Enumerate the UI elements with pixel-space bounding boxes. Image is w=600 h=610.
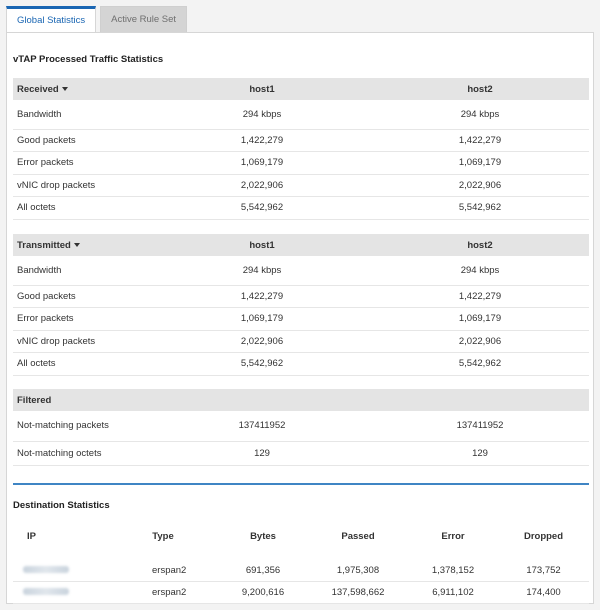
- host1-value: 294 kbps: [153, 256, 371, 286]
- host1-value: 294 kbps: [153, 100, 371, 130]
- host2-value: 5,542,962: [371, 196, 589, 220]
- transmitted-table: Transmitted host1 host2 Bandwidth 294 kb…: [13, 234, 589, 376]
- tab-global-statistics[interactable]: Global Statistics: [6, 6, 97, 32]
- column-ip: IP: [13, 525, 108, 547]
- row-label: All octets: [13, 196, 153, 220]
- received-header-row: Received host1 host2: [13, 78, 589, 100]
- error-cell: 6,911,102: [408, 581, 498, 604]
- table-row: Bandwidth 294 kbps 294 kbps: [13, 256, 589, 286]
- filtered-header-row: Filtered: [13, 389, 590, 411]
- host2-value: 2,022,906: [371, 330, 589, 353]
- row-label: Bandwidth: [13, 100, 153, 130]
- host1-value: 1,422,279: [153, 129, 371, 152]
- host1-value: 2,022,906: [153, 174, 371, 197]
- destination-header-row: IP Type Bytes Passed Error Dropped: [13, 525, 589, 547]
- column-type: Type: [108, 525, 218, 547]
- received-header-label: Received: [17, 83, 59, 95]
- column-bytes: Bytes: [218, 525, 308, 547]
- error-cell: 1,378,152: [408, 547, 498, 582]
- host2-value: 294 kbps: [371, 100, 589, 130]
- table-row: erspan2 691,356 1,975,308 1,378,152 173,…: [13, 547, 589, 582]
- statistics-panel: vTAP Processed Traffic Statistics Receiv…: [6, 32, 594, 604]
- filtered-table: Filtered Not-matching packets 137411952 …: [13, 389, 590, 466]
- ip-cell: [13, 547, 108, 582]
- host1-value: 5,542,962: [153, 352, 371, 376]
- row-label: Not-matching octets: [13, 441, 153, 466]
- column-host2: host2: [371, 234, 589, 256]
- sort-caret-icon: [73, 242, 80, 247]
- host2-value: 294 kbps: [371, 256, 589, 286]
- transmitted-header-row: Transmitted host1 host2: [13, 234, 589, 256]
- redacted-ip: [23, 566, 69, 574]
- tab-active-rule-set[interactable]: Active Rule Set: [100, 6, 188, 32]
- column-host1: host1: [153, 78, 371, 100]
- host2-value: 1,069,179: [371, 307, 589, 331]
- row-label: Error packets: [13, 151, 153, 175]
- host2-value: 5,542,962: [371, 352, 589, 376]
- host2-value: 1,069,179: [371, 151, 589, 175]
- host2-value: 137411952: [371, 411, 590, 442]
- filtered-header: Filtered: [13, 389, 590, 411]
- row-label: Good packets: [13, 285, 153, 308]
- row-label: Bandwidth: [13, 256, 153, 286]
- table-row: Not-matching octets 129 129: [13, 441, 590, 466]
- row-label: Not-matching packets: [13, 411, 153, 442]
- host1-value: 1,069,179: [153, 307, 371, 331]
- destination-table: IP Type Bytes Passed Error Dropped erspa…: [13, 525, 589, 604]
- column-host1: host1: [153, 234, 371, 256]
- table-row: Error packets 1,069,179 1,069,179: [13, 151, 589, 175]
- host1-value: 5,542,962: [153, 196, 371, 220]
- host1-value: 129: [153, 441, 371, 466]
- table-row: Not-matching packets 137411952 137411952: [13, 411, 590, 442]
- table-row: Good packets 1,422,279 1,422,279: [13, 285, 589, 308]
- column-dropped: Dropped: [498, 525, 589, 547]
- row-label: Good packets: [13, 129, 153, 152]
- table-row: Good packets 1,422,279 1,422,279: [13, 129, 589, 152]
- type-cell: erspan2: [108, 581, 218, 604]
- table-row: All octets 5,542,962 5,542,962: [13, 352, 589, 376]
- received-sort-header[interactable]: Received: [13, 78, 153, 100]
- host2-value: 2,022,906: [371, 174, 589, 197]
- passed-cell: 1,975,308: [308, 547, 408, 582]
- table-row: All octets 5,542,962 5,542,962: [13, 196, 589, 220]
- section-divider: [13, 483, 589, 485]
- host1-value: 1,422,279: [153, 285, 371, 308]
- redacted-ip: [23, 588, 69, 596]
- dropped-cell: 174,400: [498, 581, 589, 604]
- host2-value: 1,422,279: [371, 285, 589, 308]
- table-row: Bandwidth 294 kbps 294 kbps: [13, 100, 589, 130]
- transmitted-sort-header[interactable]: Transmitted: [13, 234, 153, 256]
- passed-cell: 137,598,662: [308, 581, 408, 604]
- host1-value: 1,069,179: [153, 151, 371, 175]
- table-row: erspan2 9,200,616 137,598,662 6,911,102 …: [13, 581, 589, 604]
- transmitted-header-label: Transmitted: [17, 239, 71, 251]
- bytes-cell: 9,200,616: [218, 581, 308, 604]
- row-label: vNIC drop packets: [13, 330, 153, 353]
- row-label: All octets: [13, 352, 153, 376]
- row-label: Error packets: [13, 307, 153, 331]
- bytes-cell: 691,356: [218, 547, 308, 582]
- sort-caret-icon: [61, 86, 68, 91]
- table-row: Error packets 1,069,179 1,069,179: [13, 307, 589, 331]
- destination-section-title: Destination Statistics: [13, 500, 110, 511]
- dropped-cell: 173,752: [498, 547, 589, 582]
- type-cell: erspan2: [108, 547, 218, 582]
- column-host2: host2: [371, 78, 589, 100]
- table-row: vNIC drop packets 2,022,906 2,022,906: [13, 174, 589, 197]
- received-table: Received host1 host2 Bandwidth 294 kbps …: [13, 78, 589, 220]
- row-label: vNIC drop packets: [13, 174, 153, 197]
- column-passed: Passed: [308, 525, 408, 547]
- table-row: vNIC drop packets 2,022,906 2,022,906: [13, 330, 589, 353]
- host1-value: 137411952: [153, 411, 371, 442]
- host2-value: 129: [371, 441, 590, 466]
- host2-value: 1,422,279: [371, 129, 589, 152]
- host1-value: 2,022,906: [153, 330, 371, 353]
- ip-cell: [13, 581, 108, 604]
- vtap-section-title: vTAP Processed Traffic Statistics: [13, 54, 164, 65]
- tab-bar: Global Statistics Active Rule Set: [6, 6, 191, 32]
- column-error: Error: [408, 525, 498, 547]
